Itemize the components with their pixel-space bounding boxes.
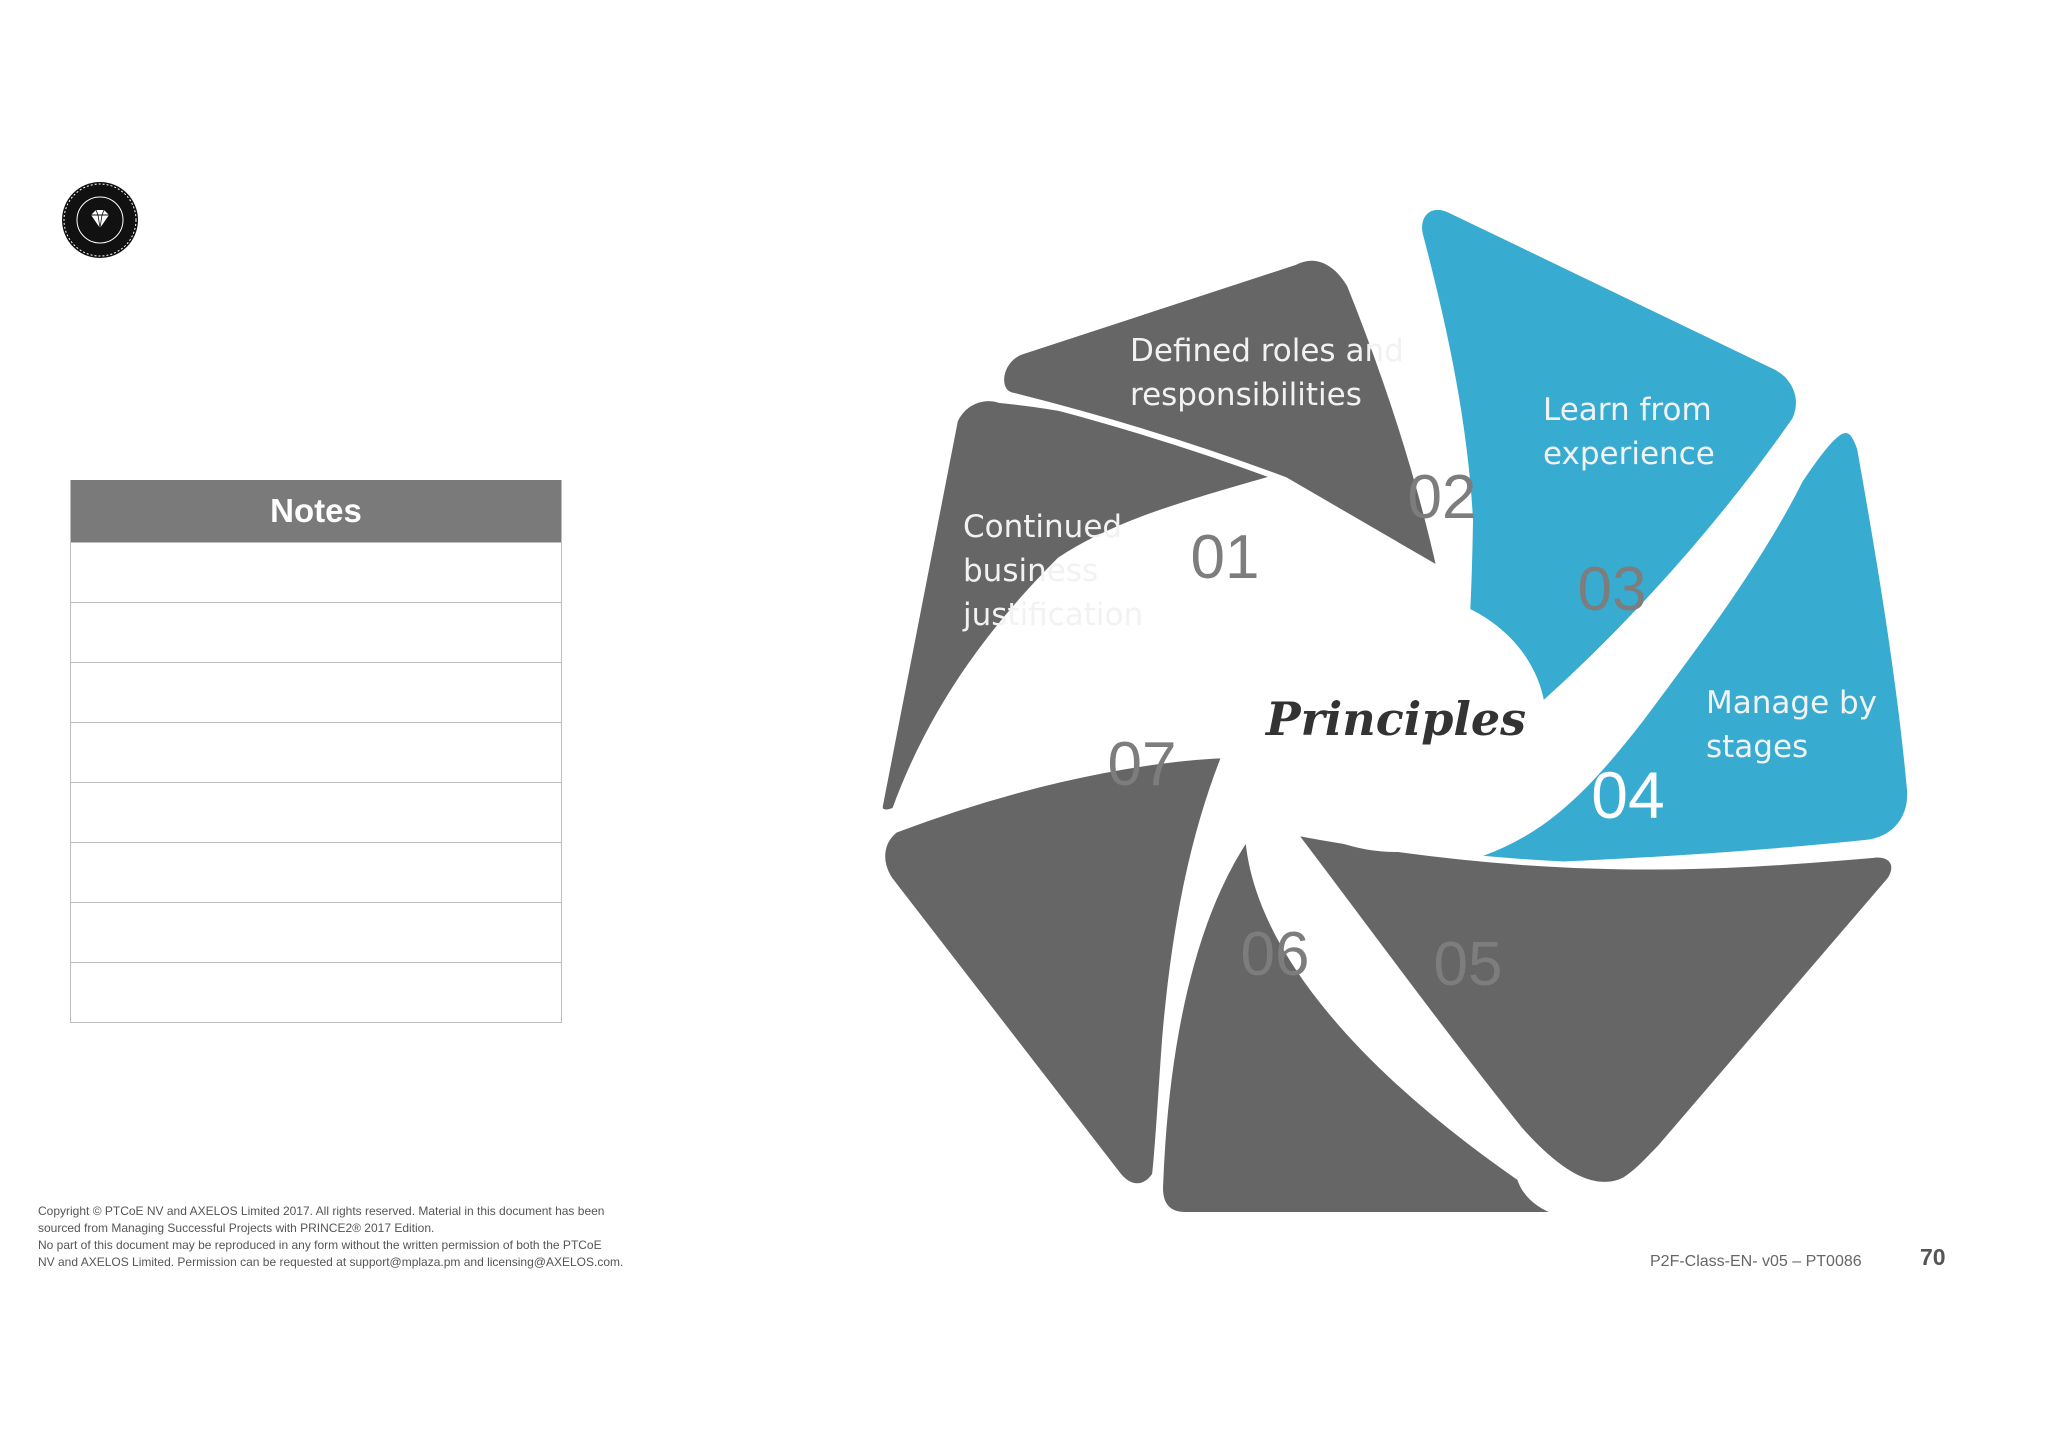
segment-label-line: Manage by — [1706, 685, 1877, 721]
copyright-notice: Copyright © PTCoE NV and AXELOS Limited … — [38, 1203, 623, 1271]
segment-label-line: business — [963, 553, 1098, 589]
notes-row[interactable] — [71, 902, 561, 962]
segment-label-line: Continued — [963, 509, 1122, 545]
copyright-line: NV and AXELOS Limited. Permission can be… — [38, 1255, 624, 1269]
notes-row[interactable] — [71, 962, 561, 1022]
ptcoe-logo — [60, 180, 140, 264]
segments-layer — [876, 203, 1914, 1218]
notes-row[interactable] — [71, 662, 561, 722]
segment-label-line: responsibilities — [1130, 377, 1362, 413]
segment-number-06: 06 — [1241, 920, 1310, 989]
segment-06-shape — [1157, 832, 1583, 1218]
segment-number-03: 03 — [1578, 555, 1647, 624]
segment-number-05: 05 — [1434, 930, 1503, 999]
notes-row[interactable] — [71, 602, 561, 662]
segment-number-01: 01 — [1191, 523, 1260, 592]
copyright-line: No part of this document may be reproduc… — [38, 1238, 602, 1252]
segment-05-shape — [1290, 829, 1898, 1188]
copyright-line: Copyright © PTCoE NV and AXELOS Limited … — [38, 1204, 605, 1218]
segment-label-line: experience — [1543, 436, 1715, 472]
document-code: P2F-Class-EN- v05 – PT0086 — [1650, 1253, 1862, 1270]
segment-number-04: 04 — [1591, 758, 1664, 832]
segment-07-shape — [879, 752, 1228, 1190]
page-number: 70 — [1920, 1244, 1946, 1270]
notes-row[interactable] — [71, 782, 561, 842]
segment-label-line: Defined roles and — [1130, 333, 1404, 369]
notes-title: Notes — [71, 480, 561, 542]
segment-04-shape — [1407, 427, 1914, 873]
notes-row[interactable] — [71, 722, 561, 782]
center-label: Principles — [1264, 692, 1526, 746]
segment-number-02: 02 — [1408, 463, 1477, 532]
diamond-icon — [91, 209, 109, 229]
ptcoe-seal — [62, 182, 138, 258]
notes-table: Notes — [70, 480, 562, 1023]
notes-row[interactable] — [71, 542, 561, 602]
segment-02-shape — [998, 254, 1443, 573]
segment-label-line: Learn from — [1543, 392, 1712, 428]
copyright-line: sourced from Managing Successful Project… — [38, 1221, 435, 1235]
segment-label-04: Manage by stages — [1706, 685, 1877, 765]
segment-number-07: 07 — [1108, 730, 1177, 799]
notes-row[interactable] — [71, 842, 561, 902]
segment-label-01: Continued business justification — [962, 509, 1143, 633]
segment-label-03: Learn from experience — [1543, 392, 1715, 472]
center-hub — [1246, 592, 1546, 852]
segment-label-line: stages — [1706, 729, 1808, 765]
segment-label-02: Defined roles and responsibilities — [1130, 333, 1404, 413]
segment-label-line: justification — [962, 597, 1143, 633]
